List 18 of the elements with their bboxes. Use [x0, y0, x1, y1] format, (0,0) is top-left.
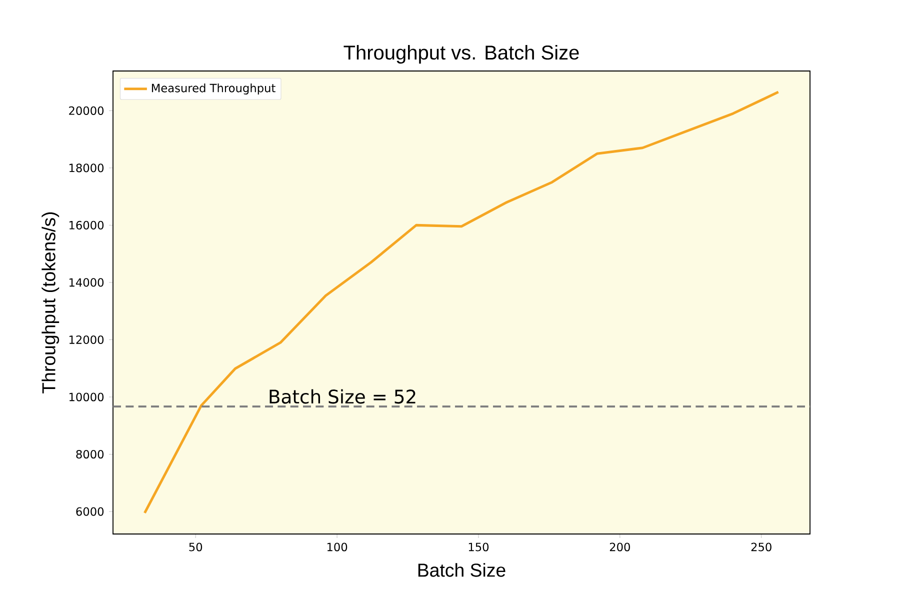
y-tick-label: 8000 — [76, 450, 104, 459]
x-axis-title: Batch Size — [418, 563, 506, 577]
x-tick-label: 100 — [327, 542, 348, 552]
y-axis-title: Throughput (tokens/s) — [42, 212, 60, 394]
x-tick-label: 200 — [610, 542, 630, 552]
y-tick-label: 10000 — [69, 392, 104, 402]
y-tick-label: 14000 — [69, 278, 104, 287]
y-tick-label: 18000 — [69, 164, 104, 172]
y-tick-label: 12000 — [69, 335, 104, 344]
x-tick-label: 50 — [189, 542, 202, 552]
y-tick-label: 16000 — [69, 220, 104, 230]
y-tick-label: 6000 — [76, 507, 104, 516]
x-tick-label: 250 — [751, 542, 772, 552]
y-tick-label: 20000 — [69, 106, 104, 115]
x-tick-label: 150 — [468, 542, 489, 552]
annotation: Batch Size = 52 — [270, 389, 416, 404]
legend-label: Measured Throughput — [152, 84, 276, 95]
chart-title: Throughput vs. Batch Size — [344, 44, 579, 64]
